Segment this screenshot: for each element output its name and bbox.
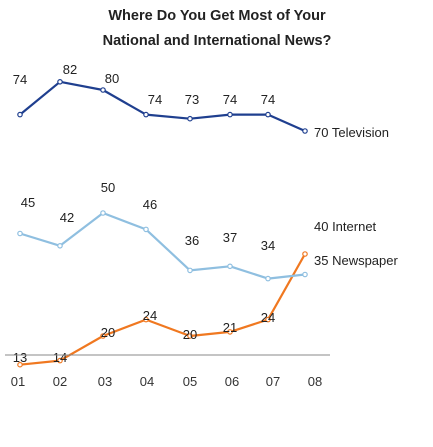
television-value-label: 82: [63, 62, 77, 77]
newspaper-value-label: 42: [60, 210, 74, 225]
television-value-label: 73: [185, 92, 199, 107]
x-tick-label: 08: [308, 374, 322, 389]
chart-title-line-2: National and International News?: [103, 33, 332, 49]
internet-value-label: 24: [261, 310, 275, 325]
newspaper-point: [227, 263, 233, 270]
internet-point: [302, 251, 308, 257]
newspaper-value-label: 34: [261, 238, 275, 253]
internet-series-line: [18, 252, 307, 366]
label-layer: 74 82 80 74 73 74 74 70 Television 13 14 20 24 20 21 2…: [13, 62, 399, 365]
television-point: [265, 111, 271, 118]
internet-point: [143, 316, 149, 323]
internet-value-label: 14: [53, 350, 67, 365]
television-point: [100, 87, 106, 93]
newspaper-end-label: 35 Newspaper: [314, 253, 398, 268]
newspaper-value-label: 46: [143, 197, 157, 212]
chart-title-line-1: Where Do You Get Most of Your: [108, 8, 326, 24]
internet-point: [57, 357, 63, 364]
television-point: [302, 128, 308, 134]
internet-value-label: 20: [101, 325, 115, 340]
x-tick-label: 07: [266, 374, 280, 389]
television-value-label: 74: [148, 92, 162, 107]
newspaper-point: [187, 267, 193, 274]
x-tick-label: 04: [140, 374, 154, 389]
newspaper-point: [143, 226, 149, 233]
internet-value-label: 24: [143, 308, 157, 323]
internet-point: [265, 316, 271, 323]
television-point: [143, 111, 149, 118]
television-point: [187, 115, 193, 122]
x-tick-layer: 01 02 03 04 05 06 07 08: [11, 374, 322, 389]
newspaper-series-line: [18, 211, 307, 280]
internet-value-label: 13: [13, 350, 27, 365]
internet-point: [17, 361, 23, 368]
internet-end-label: 40 Internet: [314, 219, 377, 234]
x-tick-label: 02: [53, 374, 67, 389]
newspaper-value-label: 50: [101, 180, 115, 195]
internet-point: [227, 329, 233, 335]
x-tick-label: 06: [225, 374, 239, 389]
newspaper-value-label: 45: [21, 195, 35, 210]
x-tick-label: 03: [98, 374, 112, 389]
internet-value-label: 21: [223, 320, 237, 335]
television-value-label: 74: [13, 72, 27, 87]
newspaper-point: [100, 210, 106, 216]
television-value-label: 74: [223, 92, 237, 107]
television-point: [17, 111, 23, 118]
internet-point: [100, 333, 106, 339]
television-value-label: 80: [105, 71, 119, 86]
internet-point: [187, 333, 193, 339]
television-series-line: [18, 80, 307, 133]
television-value-label: 74: [261, 92, 275, 107]
internet-value-label: 20: [183, 327, 197, 342]
television-point: [227, 111, 233, 118]
newspaper-point: [17, 230, 23, 237]
series-layer: [17, 79, 308, 368]
newspaper-value-label: 37: [223, 230, 237, 245]
television-end-label: 70 Television: [314, 125, 389, 140]
newspaper-point: [57, 243, 63, 249]
newspaper-point: [302, 271, 308, 278]
newspaper-value-label: 36: [185, 233, 199, 248]
newspaper-point: [265, 275, 271, 282]
x-tick-label: 01: [11, 374, 25, 389]
x-tick-label: 05: [183, 374, 197, 389]
television-point: [57, 79, 63, 85]
